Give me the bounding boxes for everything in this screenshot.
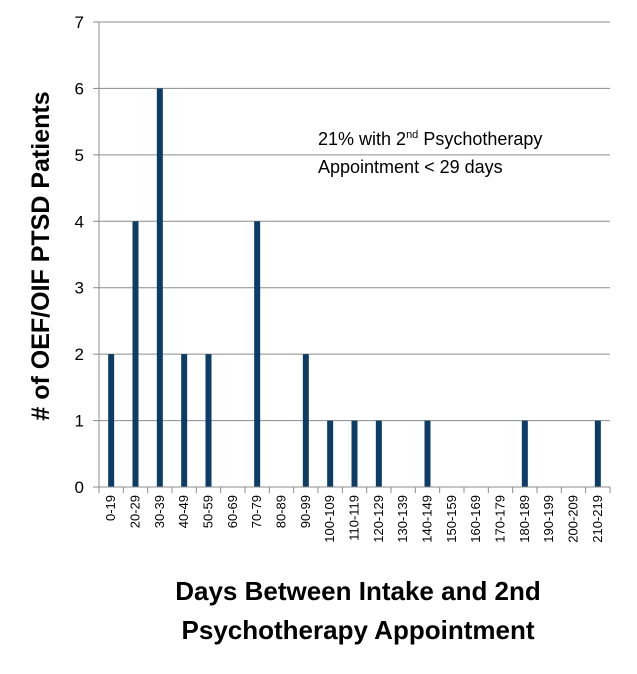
x-tick-label: 50-59 [201,495,216,528]
bar [181,354,188,487]
x-tick-label: 140-149 [420,495,435,543]
x-tick-label: 60-69 [225,495,240,528]
y-tick-label: 5 [75,146,84,165]
bar [375,420,382,487]
annotation-text-a: 21% with 2 [318,129,406,149]
x-tick-label: 70-79 [249,495,264,528]
y-tick-label: 4 [75,212,84,231]
annotation-text-b: Psychotherapy [418,129,542,149]
bar [424,420,431,487]
bar [205,354,212,487]
y-tick-label: 0 [75,478,84,497]
annotation-line-2: Appointment < 29 days [318,157,503,177]
x-tick-label: 0-19 [103,495,118,521]
bar [521,420,528,487]
x-tick-label: 30-39 [152,495,167,528]
x-tick-label: 200-209 [566,495,581,543]
bar [156,88,163,487]
x-tick-label: 120-129 [371,495,386,543]
x-tick-labels: 0-19 20-29 30-39 40-49 50-59 60-69 70-79 80-89 9… [103,495,605,543]
x-tick-label: 210-219 [590,495,605,543]
y-tick-labels: 0 1 2 3 4 5 6 7 [75,13,84,497]
x-tick-label: 100-109 [322,495,337,543]
bar [302,354,309,487]
bar [254,221,261,488]
bars [108,88,601,488]
x-tick-label: 130-139 [395,495,410,543]
y-tick-label: 6 [75,79,84,98]
bar [108,354,115,487]
bar [132,221,139,488]
annotation-line-1: 21% with 2nd Psychotherapy [318,129,542,149]
annotation-superscript: nd [406,129,418,141]
y-tick-label: 2 [75,345,84,364]
x-tick-label: 110-119 [347,495,362,541]
bar [351,420,358,487]
x-tick-label: 150-159 [444,495,459,543]
x-tick-label: 40-49 [176,495,191,528]
x-tick-label: 170-179 [493,495,508,543]
x-tick-label: 180-189 [517,495,532,543]
x-tick-label: 160-169 [468,495,483,543]
bar [327,420,334,487]
x-tick-label: 80-89 [274,495,289,528]
bar [594,420,601,487]
annotation: 21% with 2nd Psychotherapy Appointment <… [318,129,542,177]
y-tick-label: 1 [75,412,84,431]
x-axis-label-line-2: Psychotherapy Appointment [182,615,535,645]
y-axis-label: # of OEF/OIF PTSD Patients [27,91,55,420]
x-axis-label-line-1: Days Between Intake and 2nd [175,576,541,606]
x-tick-label: 20-29 [128,495,143,528]
y-tick-label: 3 [75,279,84,298]
x-tick-label: 190-199 [541,495,556,543]
y-tick-label: 7 [75,13,84,32]
gridlines [99,21,610,422]
x-tick-label: 90-99 [298,495,313,528]
axes [93,21,611,493]
